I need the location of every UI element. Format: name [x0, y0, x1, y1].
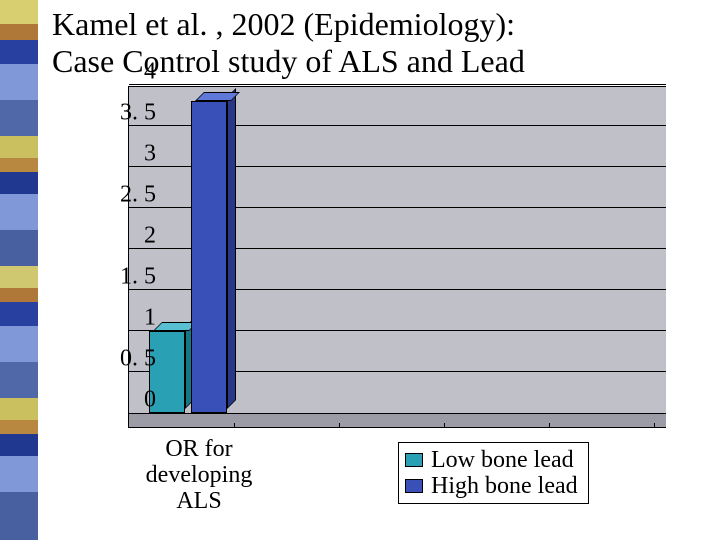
legend-label: High bone lead	[431, 473, 578, 499]
slide-main: Kamel et al. , 2002 (Epidemiology): Case…	[38, 0, 720, 540]
stripe-block	[0, 326, 38, 362]
y-tick-label: 3. 5	[120, 99, 156, 126]
x-tick-mark	[654, 423, 655, 428]
x-label-line-1: OR for	[165, 436, 232, 462]
stripe-block	[0, 230, 38, 266]
chart-plot-area	[128, 86, 666, 428]
stripe-block	[0, 302, 38, 326]
y-tick-label: 0	[144, 386, 156, 413]
x-label-line-3: ALS	[176, 488, 221, 514]
legend-item: High bone lead	[405, 473, 578, 499]
chart: OR for developing ALS Low bone leadHigh …	[72, 86, 704, 428]
y-tick-label: 2	[144, 222, 156, 249]
stripe-block	[0, 420, 38, 434]
stripe-block	[0, 100, 38, 136]
chart-legend: Low bone leadHigh bone lead	[398, 442, 589, 505]
legend-item: Low bone lead	[405, 447, 578, 473]
y-tick-label: 1. 5	[120, 263, 156, 290]
stripe-block	[0, 266, 38, 288]
x-tick-mark	[549, 423, 550, 428]
bar-high-bone-lead	[191, 101, 227, 413]
stripe-block	[0, 24, 38, 40]
decorative-left-stripe	[0, 0, 38, 540]
stripe-block	[0, 398, 38, 420]
stripe-block	[0, 362, 38, 398]
stripe-block	[0, 194, 38, 230]
stripe-block	[0, 288, 38, 302]
stripe-block	[0, 64, 38, 100]
bar-group	[149, 87, 269, 413]
y-tick-label: 4	[144, 58, 156, 85]
x-axis-label: OR for developing ALS	[114, 436, 284, 515]
legend-label: Low bone lead	[431, 447, 574, 473]
y-tick-label: 1	[144, 304, 156, 331]
stripe-block	[0, 492, 38, 540]
stripe-block	[0, 136, 38, 158]
legend-swatch	[405, 453, 423, 467]
stripe-block	[0, 0, 38, 24]
stripe-block	[0, 434, 38, 456]
legend-swatch	[405, 479, 423, 493]
y-tick-label: 3	[144, 140, 156, 167]
x-tick-mark	[339, 423, 340, 428]
y-tick-label: 0. 5	[120, 345, 156, 372]
y-tick-label: 2. 5	[120, 181, 156, 208]
x-tick-mark	[234, 423, 235, 428]
stripe-block	[0, 40, 38, 64]
title-line-2: Case Control study of ALS and Lead	[52, 43, 525, 79]
chart-floor	[129, 413, 666, 427]
stripe-block	[0, 456, 38, 492]
title-line-1: Kamel et al. , 2002 (Epidemiology):	[52, 6, 515, 42]
x-label-line-2: developing	[146, 462, 253, 488]
stripe-block	[0, 172, 38, 194]
x-tick-mark	[444, 423, 445, 428]
stripe-block	[0, 158, 38, 172]
grid-line	[129, 84, 666, 85]
